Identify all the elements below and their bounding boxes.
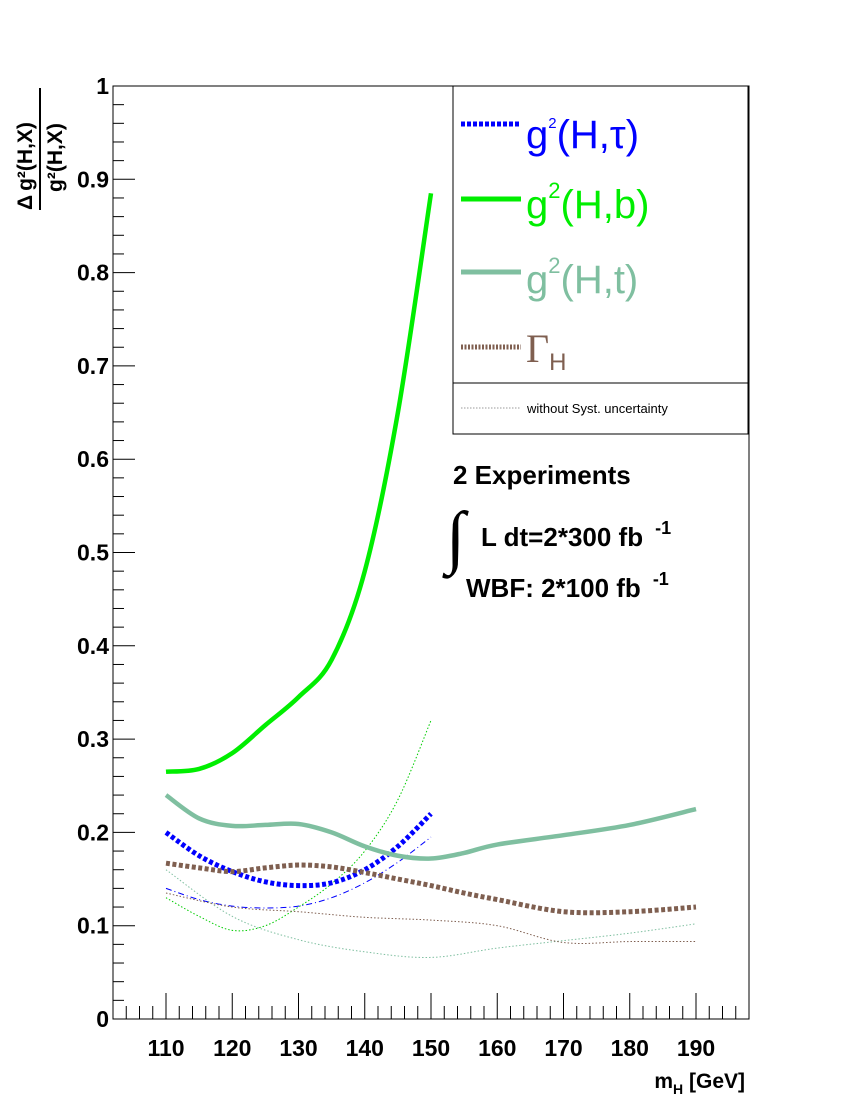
x-tick-label: 150 bbox=[412, 1035, 450, 1061]
series-line-4 bbox=[165, 836, 432, 909]
y-axis-title-denominator: g²(H,X) bbox=[44, 123, 67, 192]
x-tick-label: 120 bbox=[213, 1035, 251, 1061]
legend-box bbox=[452, 85, 749, 435]
y-tick-label: 1 bbox=[96, 73, 109, 99]
y-tick-label: 0.8 bbox=[77, 260, 109, 286]
info-text: 2 Experiments ∫ L dt=2*300 fb -1 WBF: 2*1… bbox=[442, 460, 671, 603]
y-tick-label: 0.3 bbox=[77, 726, 109, 752]
y-ticks: 0 0.1 0.2 0.3 0.4 0.5 0.6 0.7 0.8 0.9 1 bbox=[77, 73, 135, 1032]
x-tick-label: 160 bbox=[478, 1035, 516, 1061]
info-line-wbf: WBF: 2*100 fb -1 bbox=[466, 569, 669, 603]
series-line-3 bbox=[165, 860, 697, 916]
legend-label-b: g2(H,b) bbox=[526, 178, 649, 227]
y-tick-label: 0.7 bbox=[77, 353, 109, 379]
legend-label-gamma: ΓH bbox=[526, 326, 566, 376]
x-tick-label: 180 bbox=[611, 1035, 649, 1061]
y-tick-label: 0.9 bbox=[77, 166, 109, 192]
legend-label-tau: g2(H,τ) bbox=[526, 113, 639, 157]
legend-label-t: g2(H,t) bbox=[526, 253, 638, 302]
info-line-experiments: 2 Experiments bbox=[453, 460, 631, 490]
y-tick-label: 0.1 bbox=[77, 913, 109, 939]
integral-symbol: ∫ bbox=[442, 499, 469, 579]
y-axis-title-numerator: g²(H,X) bbox=[14, 122, 37, 191]
series-group bbox=[164, 192, 697, 958]
y-tick-label: 0.2 bbox=[77, 819, 109, 845]
x-axis-title-sub: H bbox=[673, 1081, 683, 1097]
x-ticks: 110 120 130 140 150 160 170 180 190 bbox=[125, 993, 750, 1061]
y-tick-label: 0 bbox=[96, 1006, 109, 1032]
series-line-5 bbox=[165, 720, 432, 932]
svg-text:Δg²(H,X): Δg²(H,X) bbox=[14, 122, 37, 210]
series-line-6 bbox=[165, 869, 697, 958]
legend-label-syst: without Syst. uncertainty bbox=[526, 401, 668, 416]
y-tick-label: 0.4 bbox=[77, 633, 109, 659]
x-tick-label: 190 bbox=[677, 1035, 715, 1061]
x-tick-label: 130 bbox=[279, 1035, 317, 1061]
x-axis-title-main: m bbox=[654, 1070, 673, 1093]
y-axis-title-delta: Δ bbox=[14, 195, 37, 210]
x-axis-title: mH [GeV] bbox=[654, 1070, 745, 1097]
y-tick-label: 0.6 bbox=[77, 446, 109, 472]
series-line-7 bbox=[165, 892, 697, 944]
legend: g2(H,τ) g2(H,b) g2(H,t) ΓH without Syst.… bbox=[452, 85, 749, 435]
y-axis-title: Δg²(H,X) g²(H,X) bbox=[14, 88, 67, 210]
y-tick-label: 0.5 bbox=[77, 540, 109, 566]
x-tick-label: 170 bbox=[544, 1035, 582, 1061]
series-line-1 bbox=[165, 192, 434, 775]
x-tick-label: 140 bbox=[346, 1035, 384, 1061]
x-axis-title-unit: [GeV] bbox=[683, 1070, 745, 1093]
series-line-2 bbox=[164, 793, 697, 861]
info-line-luminosity: L dt=2*300 fb -1 bbox=[481, 518, 671, 552]
x-tick-label: 110 bbox=[147, 1035, 184, 1061]
